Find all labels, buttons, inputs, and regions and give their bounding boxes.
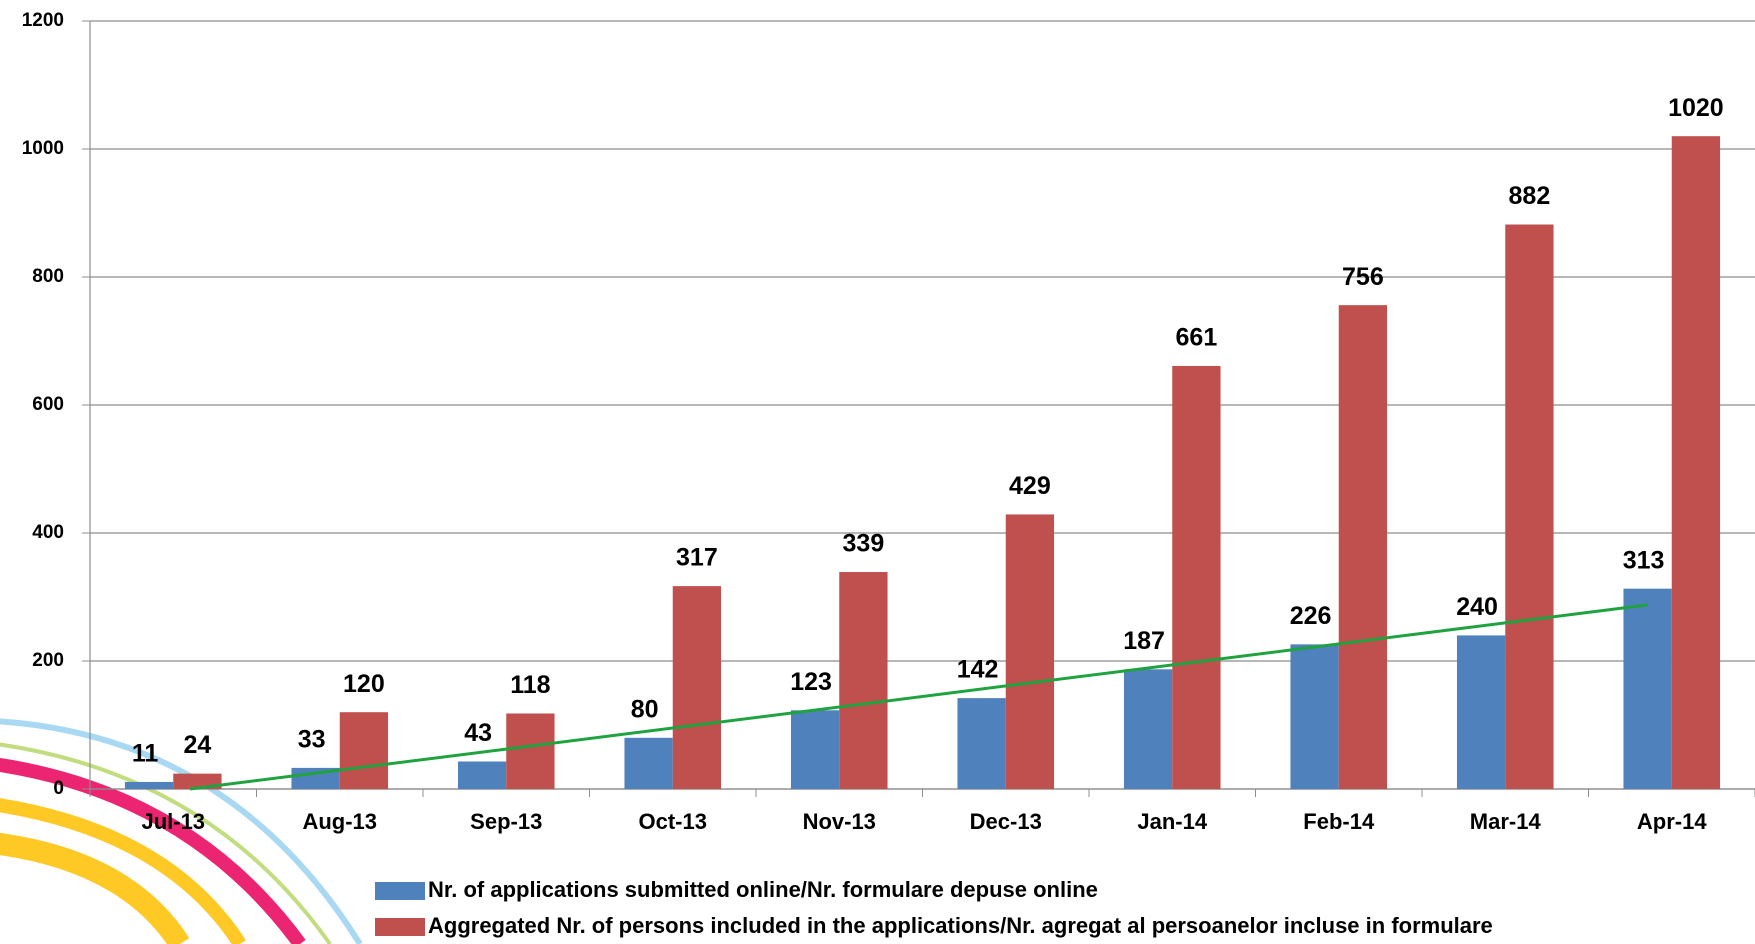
y-tick-label: 600: [32, 394, 64, 415]
legend-swatch: [375, 918, 425, 936]
bar: [957, 698, 1006, 789]
x-tick-label: Feb-14: [1303, 809, 1375, 834]
bar: [1123, 669, 1173, 789]
legend-label: Aggregated Nr. of persons included in th…: [428, 913, 1493, 938]
y-tick-label: 1200: [22, 10, 64, 31]
data-label: 317: [676, 544, 718, 572]
y-tick-label: 800: [32, 266, 64, 287]
bar: [124, 781, 174, 789]
data-label: 11: [132, 740, 159, 768]
data-label: 142: [957, 656, 999, 684]
y-tick-label: 1000: [22, 138, 64, 159]
x-tick-label: Mar-14: [1470, 809, 1542, 834]
data-label: 429: [1009, 472, 1051, 500]
bar: [339, 712, 389, 789]
y-tick-label: 400: [32, 522, 64, 543]
bar: [672, 586, 722, 789]
bar: [506, 713, 555, 789]
x-tick-label: Dec-13: [970, 809, 1042, 834]
data-label: 123: [790, 668, 832, 696]
bar: [1505, 224, 1554, 789]
bar: [1623, 588, 1672, 789]
data-label: 80: [631, 695, 659, 723]
bar: [1671, 136, 1721, 789]
data-label: 43: [464, 719, 492, 747]
data-label: 661: [1176, 324, 1218, 352]
bar: [1172, 365, 1221, 789]
x-tick-label: Jan-14: [1137, 809, 1207, 834]
bar: [457, 761, 507, 789]
data-label: 313: [1623, 546, 1665, 574]
bar: [1456, 635, 1506, 789]
data-label: 24: [183, 731, 211, 759]
data-label: 756: [1342, 263, 1384, 291]
x-tick-label: Aug-13: [302, 809, 377, 834]
x-tick-label: Apr-14: [1637, 809, 1707, 834]
legend-swatch: [375, 882, 425, 900]
y-tick-label: 0: [53, 778, 64, 799]
data-label: 187: [1123, 627, 1165, 655]
data-label: 1020: [1668, 94, 1724, 122]
bar: [1290, 644, 1339, 789]
bar: [1338, 305, 1388, 789]
data-label: 33: [298, 725, 326, 753]
data-label: 120: [343, 670, 385, 698]
bar: [624, 737, 673, 789]
x-tick-label: Oct-13: [639, 809, 707, 834]
bar: [1005, 514, 1055, 789]
data-label: 226: [1290, 602, 1332, 630]
data-label: 240: [1456, 593, 1498, 621]
y-tick-label: 200: [32, 650, 64, 671]
bar: [839, 572, 888, 789]
data-label: 882: [1509, 182, 1551, 210]
data-label: 339: [843, 530, 885, 558]
x-tick-label: Sep-13: [470, 809, 542, 834]
data-label: 118: [510, 671, 550, 699]
x-tick-label: Nov-13: [803, 809, 876, 834]
trendline: [189, 603, 1648, 791]
bar: [790, 710, 840, 789]
x-tick-label: Jul-13: [141, 809, 205, 834]
legend-label: Nr. of applications submitted online/Nr.…: [428, 877, 1098, 902]
